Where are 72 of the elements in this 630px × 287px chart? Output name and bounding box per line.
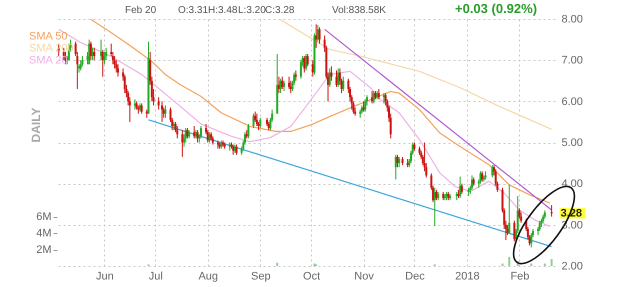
y-tick-label: 4.00 <box>562 178 583 190</box>
text: O:3.31 <box>178 5 208 16</box>
candlestick <box>471 174 473 190</box>
candlestick <box>105 47 108 61</box>
candlestick <box>398 156 400 168</box>
candlestick <box>459 176 462 199</box>
candlestick <box>236 144 238 156</box>
y2-tick-label: 4M <box>36 228 52 240</box>
y-tick-label: 5.00 <box>562 137 583 149</box>
x-tick-label: Feb <box>510 270 530 282</box>
candlestick <box>294 70 297 82</box>
candlestick <box>337 68 340 88</box>
x-tick-label: Jun <box>96 270 114 282</box>
candlestick <box>371 90 374 104</box>
x-tick-label: Jul <box>148 270 163 282</box>
candlestick <box>328 68 331 88</box>
line-series <box>90 18 551 204</box>
candlestick <box>300 60 302 80</box>
candlestick <box>252 113 254 129</box>
text: SMA 50 <box>29 30 68 42</box>
candlestick <box>508 184 510 234</box>
text: DAILY <box>29 108 43 142</box>
candlestick <box>176 126 178 139</box>
candlestick <box>93 47 96 61</box>
y-tick-label: 2.00 <box>562 260 583 272</box>
candlestick <box>362 100 365 112</box>
candlestick <box>506 224 509 236</box>
bar <box>276 262 278 266</box>
candlestick <box>538 220 541 232</box>
x-tick-label: Oct <box>303 270 320 282</box>
bar <box>508 256 510 266</box>
candlestick <box>90 41 92 61</box>
candlestick <box>115 60 118 74</box>
bar <box>550 259 553 266</box>
candlestick <box>114 56 116 69</box>
y-tick-label: 8.00 <box>562 14 583 26</box>
text: C:3.28 <box>265 5 295 16</box>
candlestick <box>80 60 82 71</box>
candlestick <box>288 76 290 90</box>
candlestick <box>434 187 436 227</box>
candlestick <box>330 66 332 82</box>
candlestick <box>254 111 256 122</box>
candlestick <box>518 208 520 220</box>
x-tick-label: Sep <box>250 270 271 282</box>
candlestick <box>460 183 463 194</box>
candlestick <box>259 117 262 129</box>
y-tick-label: 6.00 <box>562 96 583 108</box>
text: L:3.20 <box>238 5 266 16</box>
candlestick <box>318 26 321 44</box>
candlestick <box>88 39 90 65</box>
x-tick-label: Nov <box>354 270 374 282</box>
candlestick <box>103 51 106 65</box>
candlestick <box>256 113 258 127</box>
candlestick <box>530 232 532 248</box>
candlestick <box>164 104 166 118</box>
text: Feb 20 <box>125 5 157 16</box>
text: Vol:838.58K <box>332 5 386 16</box>
candlestick <box>342 76 344 92</box>
line-series <box>280 19 552 130</box>
y2-tick-label: 2M <box>36 244 52 256</box>
x-tick-label: Dec <box>405 270 426 282</box>
text: +0.03 (0.92%) <box>455 1 538 16</box>
y-tick-label: 7.00 <box>562 54 583 67</box>
text: H:3.48 <box>208 5 238 16</box>
y2-tick-label: 6M <box>36 211 52 224</box>
candlestick <box>158 96 160 110</box>
candlestick <box>520 212 522 224</box>
candlestick <box>81 56 84 67</box>
candlestick <box>550 204 553 218</box>
candlestick <box>364 98 366 112</box>
x-tick-label: Aug <box>198 270 218 282</box>
x-tick-label: 2018 <box>455 270 480 282</box>
